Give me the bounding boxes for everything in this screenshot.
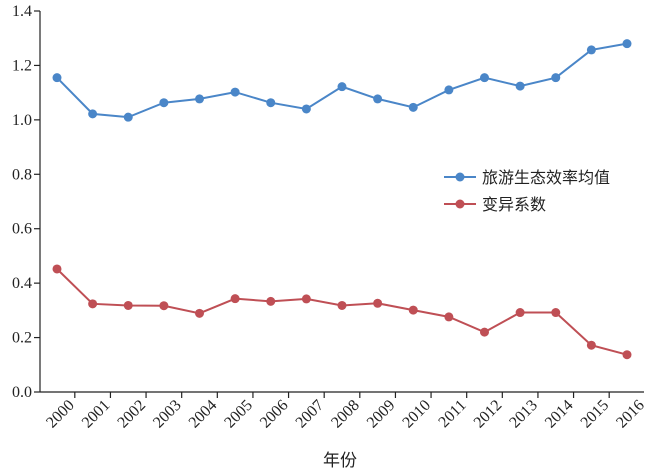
legend-swatch-marker xyxy=(455,172,465,182)
data-point xyxy=(195,94,204,104)
series-line xyxy=(56,42,628,119)
data-point xyxy=(551,308,561,318)
x-tick-label: 2004 xyxy=(186,397,221,432)
legend-item: 变异系数 xyxy=(444,195,546,214)
data-point xyxy=(301,294,311,304)
data-point xyxy=(123,112,133,122)
x-tick-label: 2001 xyxy=(79,397,114,432)
data-point xyxy=(444,85,454,95)
x-axis-title: 年份 xyxy=(323,451,357,470)
y-tick-label: 0.2 xyxy=(12,330,32,347)
x-tick-label: 2009 xyxy=(364,397,399,432)
data-point xyxy=(159,98,169,108)
data-point xyxy=(622,350,632,360)
y-tick-label: 0.0 xyxy=(12,384,32,401)
data-point xyxy=(373,298,383,308)
x-tick-label: 2011 xyxy=(435,397,469,431)
data-point xyxy=(123,300,133,310)
data-point xyxy=(408,305,418,315)
data-point xyxy=(444,312,454,322)
data-point xyxy=(408,102,418,112)
y-tick-label: 0.8 xyxy=(12,166,32,183)
x-tick-label: 2006 xyxy=(257,397,292,432)
x-tick-label: 2014 xyxy=(542,397,577,432)
y-tick-label: 0.4 xyxy=(12,275,32,292)
data-point xyxy=(52,73,62,83)
x-tick-label: 2005 xyxy=(221,397,256,432)
data-point xyxy=(52,264,62,274)
legend-label: 旅游生态效率均值 xyxy=(482,168,610,187)
data-point xyxy=(195,308,204,318)
series-1 xyxy=(52,39,632,122)
x-tick-label: 2013 xyxy=(506,397,541,432)
legend-label: 变异系数 xyxy=(482,195,546,214)
x-tick-label: 2007 xyxy=(293,397,328,432)
y-tick-label: 1.0 xyxy=(12,112,32,129)
data-point xyxy=(622,39,632,49)
data-point xyxy=(515,81,525,91)
x-tick-label: 2003 xyxy=(150,397,185,432)
x-tick-label: 2008 xyxy=(328,397,363,432)
data-point xyxy=(480,327,489,337)
data-point xyxy=(586,45,596,55)
y-tick-label: 1.2 xyxy=(12,57,32,74)
x-tick-label: 2000 xyxy=(43,397,78,432)
data-point xyxy=(586,340,596,350)
data-point xyxy=(480,73,489,83)
y-tick-label: 0.6 xyxy=(12,221,32,238)
x-tick-label: 2002 xyxy=(114,397,149,432)
y-axis-ticks: 0.0 0.2 0.4 0.6 0.8 1.0 1.2 1.4 xyxy=(12,3,40,401)
x-tick-label: 2012 xyxy=(471,397,506,432)
y-tick-label: 1.4 xyxy=(12,3,32,20)
axes xyxy=(39,11,644,393)
data-point xyxy=(230,87,240,97)
data-point xyxy=(337,300,347,310)
data-point xyxy=(266,98,276,108)
series-2 xyxy=(52,264,632,360)
data-point xyxy=(337,82,347,92)
series-line xyxy=(56,268,628,356)
data-point xyxy=(230,294,240,304)
data-point xyxy=(373,94,383,104)
data-point xyxy=(266,296,276,306)
legend-swatch-marker xyxy=(455,199,465,209)
data-point xyxy=(515,308,525,318)
x-tick-label: 2016 xyxy=(613,397,648,432)
series-layer xyxy=(52,39,632,360)
data-point xyxy=(88,109,98,119)
x-axis-ticks: 2000 2001 2002 2003 2004 2005 2006 2007 2008 2009… xyxy=(43,392,648,431)
data-point xyxy=(551,73,561,83)
x-tick-label: 2015 xyxy=(578,397,613,432)
data-point xyxy=(88,299,98,309)
data-point xyxy=(301,104,311,114)
legend-item: 旅游生态效率均值 xyxy=(444,168,610,187)
x-tick-label: 2010 xyxy=(399,397,434,432)
data-point xyxy=(159,301,169,311)
